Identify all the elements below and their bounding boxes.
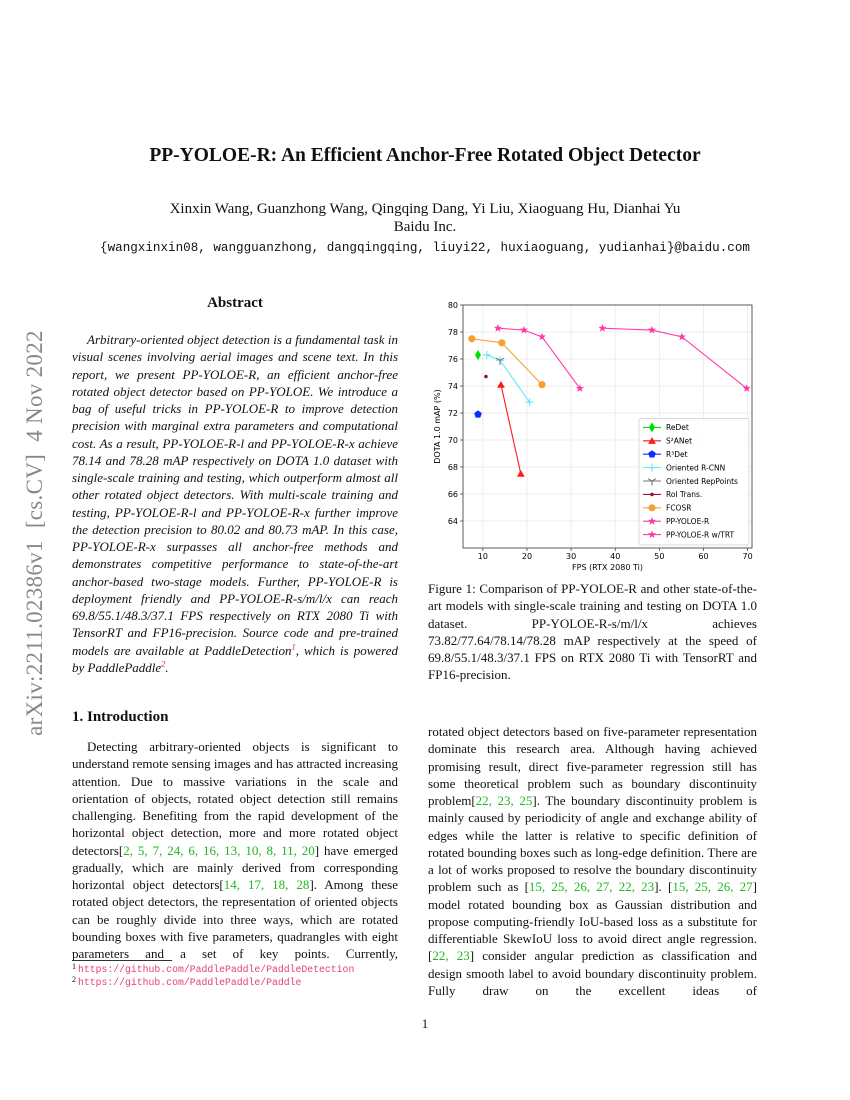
y-tick-label: 76 xyxy=(448,355,458,364)
x-tick-label: 70 xyxy=(742,552,752,561)
page-number: 1 xyxy=(421,1016,429,1031)
marker xyxy=(475,349,482,360)
footnote-mark[interactable]: 1 xyxy=(291,641,296,652)
marker xyxy=(482,350,491,359)
text-run: ]. The boundary discontinuity problem is… xyxy=(428,793,757,895)
authors: Xinxin Wang, Guanzhong Wang, Qingqing Da… xyxy=(169,201,681,217)
marker xyxy=(497,380,505,388)
legend-marker xyxy=(648,517,656,525)
y-tick-label: 68 xyxy=(448,463,458,472)
section-heading: 1. Introduction xyxy=(72,709,169,725)
legend-label: ReDet xyxy=(666,423,689,432)
y-tick-label: 80 xyxy=(448,301,458,310)
text-run: ] consider angular prediction as classif… xyxy=(428,948,757,998)
y-axis-label: DOTA 1.0 mAP (%) xyxy=(433,389,442,463)
footnote: 1 https://github.com/PaddlePaddle/PaddleD… xyxy=(72,962,355,976)
citation[interactable]: 2, 5, 7, 24, 6, 16, 13, 10, 8, 11, 20 xyxy=(123,842,315,858)
x-tick-label: 30 xyxy=(566,552,576,561)
footnote-url[interactable]: https://github.com/PaddlePaddle/PaddleDe… xyxy=(78,964,355,975)
legend-label: PP-YOLOE-R w/TRT xyxy=(666,530,735,539)
y-tick-label: 72 xyxy=(448,409,458,418)
affiliation: Baidu Inc. xyxy=(393,219,457,235)
chart: 64 66 68 70 72 74 76 78 80 10 20 30 40 50 60 70 FPS (RTX… xyxy=(433,301,753,572)
x-tick-label: 10 xyxy=(478,552,488,561)
marker xyxy=(575,384,584,392)
y-tick-label: 78 xyxy=(448,328,458,337)
series-line xyxy=(497,327,581,389)
marker xyxy=(537,332,546,341)
marker xyxy=(519,325,528,334)
legend-label: RoI Trans. xyxy=(666,490,702,499)
intro-paragraph: Detecting arbitrary-oriented objects is … xyxy=(72,738,398,962)
marker xyxy=(647,325,656,334)
legend-label: FCOSR xyxy=(666,504,691,513)
marker xyxy=(468,335,476,343)
marker xyxy=(598,324,607,332)
legend-marker xyxy=(649,422,655,433)
citation[interactable]: 15, 25, 26, 27 xyxy=(672,879,753,895)
abstract-run: , which is powered by PaddlePaddle xyxy=(72,642,398,675)
legend-marker xyxy=(648,530,656,538)
footnote-mark[interactable]: 2 xyxy=(161,658,166,669)
legend-marker xyxy=(648,437,656,444)
intro-paragraph: rotated object detectors based on five-p… xyxy=(428,723,757,999)
legend-label: Oriented RepPoints xyxy=(666,477,738,486)
legend-label: PP-YOLOE-R xyxy=(666,517,709,526)
citation[interactable]: 14, 17, 18, 28 xyxy=(223,877,310,892)
legend-label: S²ANet xyxy=(666,437,692,446)
legend-box xyxy=(638,418,750,546)
y-tick-label: 66 xyxy=(448,490,458,499)
text-run: ] model rotated bounding box as Gaussian… xyxy=(428,879,758,964)
text-run: Detecting arbitrary-oriented objects is … xyxy=(72,739,398,858)
marker xyxy=(493,324,502,332)
legend: ReDet S²ANet R³Det Oriented R-CNN Oriented R… xyxy=(638,418,750,546)
marker xyxy=(525,398,534,407)
y-tick-label: 64 xyxy=(448,517,458,526)
marker xyxy=(484,374,488,379)
x-tick-label: 40 xyxy=(610,552,620,561)
legend-label: R³Det xyxy=(666,450,688,459)
paper-title: PP-YOLOE-R: An Efficient Anchor-Free Rot… xyxy=(149,145,701,166)
text-run: ]. [ xyxy=(654,879,673,895)
abstract-run: Arbitrary-oriented object detection is a… xyxy=(72,332,398,658)
marker xyxy=(742,384,751,392)
marker xyxy=(498,339,506,347)
footnote-url[interactable]: https://github.com/PaddlePaddle/Paddle xyxy=(78,977,302,988)
legend-marker xyxy=(647,478,657,486)
legend-marker xyxy=(648,504,656,512)
legend-label: Oriented R-CNN xyxy=(666,463,725,472)
legend-marker xyxy=(648,463,656,472)
series-line xyxy=(500,384,522,474)
emails: {wangxinxin08, wangguanzhong, dangqingqi… xyxy=(100,241,750,255)
citation[interactable]: 22, 23, 25 xyxy=(475,793,533,808)
marker xyxy=(677,332,686,341)
text-run: ]. Among these rotated object detectors,… xyxy=(72,877,398,961)
plot-frame xyxy=(462,304,753,549)
citation[interactable]: 15, 25, 26, 27, 22, 23 xyxy=(528,879,655,895)
legend-marker xyxy=(650,492,654,497)
abstract-text: Arbitrary-oriented object detection is a… xyxy=(72,331,398,676)
citation[interactable]: 22, 23 xyxy=(432,948,470,964)
arxiv-sidebar: arXiv:2211.02386v1 [cs.CV] 4 Nov 2022 xyxy=(22,330,47,736)
footnote: 2 https://github.com/PaddlePaddle/Paddle xyxy=(72,975,302,989)
series-line xyxy=(602,327,748,389)
y-tick-label: 74 xyxy=(448,382,458,391)
x-axis-label: FPS (RTX 2080 Ti) xyxy=(572,563,643,572)
marker xyxy=(516,470,525,477)
figure-caption: Figure 1: Comparison of PP-YOLOE-R and o… xyxy=(428,581,757,683)
text-run: ] have emerged gradually, which are main… xyxy=(72,842,398,893)
footnote-rule xyxy=(72,960,172,961)
abstract-run: . xyxy=(165,659,169,675)
x-tick-label: 20 xyxy=(522,552,532,561)
x-tick-label: 60 xyxy=(698,552,708,561)
marker xyxy=(538,381,546,389)
text-run: rotated object detectors based on five-p… xyxy=(428,724,757,808)
abstract-heading: Abstract xyxy=(207,295,263,311)
x-tick-label: 50 xyxy=(654,552,664,561)
y-tick-label: 70 xyxy=(448,436,458,445)
marker xyxy=(474,410,482,418)
marker xyxy=(495,357,505,365)
legend-marker xyxy=(648,450,656,458)
